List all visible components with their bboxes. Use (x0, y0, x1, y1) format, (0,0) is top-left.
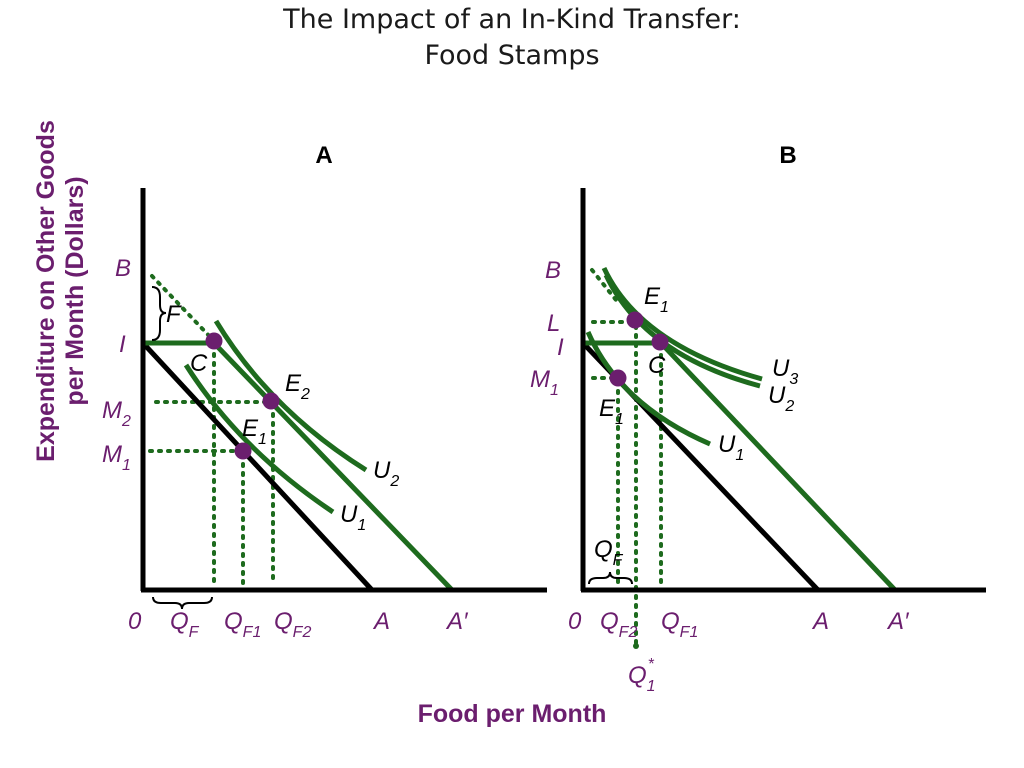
label-a-b: A (811, 608, 829, 635)
label-i-a: I (119, 331, 126, 358)
label-qf-a: QF (170, 608, 200, 641)
label-u3: U3 (772, 355, 798, 388)
x-axis-label: Food per Month (417, 700, 607, 728)
label-origin-a: 0 (128, 608, 142, 635)
indifference-curve-u1 (183, 363, 335, 515)
dotted-budget-extension (150, 274, 216, 343)
label-u1-b: U1 (718, 431, 744, 464)
title-line-2: Food Stamps (424, 40, 600, 71)
label-qstar: Q1* (628, 656, 656, 695)
label-aprime-a: A′ (445, 608, 469, 635)
dotted-budget-extension-b (590, 268, 618, 302)
label-qf2-b: QF2 (600, 608, 637, 641)
label-u1-a: U1 (340, 501, 366, 534)
label-origin-b: 0 (568, 608, 582, 635)
point-e1 (234, 442, 252, 460)
label-e1-a: E1 (242, 415, 267, 448)
budget-line-a (141, 341, 374, 592)
point-e2 (262, 392, 280, 410)
label-e1-top: E1 (644, 283, 669, 316)
point-e1-top (626, 311, 644, 329)
panel-a: A B F I C E2 E1 (102, 142, 547, 641)
point-c-b (651, 333, 669, 351)
label-m1-a: M1 (102, 441, 131, 474)
point-e1-low (609, 369, 627, 387)
label-f: F (166, 301, 182, 328)
label-qf1-b: QF1 (661, 608, 698, 641)
point-c (205, 332, 223, 350)
label-c-b: C (648, 352, 666, 379)
slide-title: The Impact of an In-Kind Transfer: Food … (0, 0, 1024, 74)
label-qf2-a: QF2 (274, 608, 311, 641)
indifference-curve-u1-b (585, 330, 711, 447)
panel-a-heading: A (315, 142, 332, 169)
label-b-b: B (545, 257, 561, 284)
label-m1-b: M1 (530, 366, 559, 399)
label-i-b: I (557, 334, 564, 361)
label-u2-a: U2 (373, 457, 399, 490)
brace-qf-b (588, 571, 633, 585)
title-line-1: The Impact of an In-Kind Transfer: (283, 4, 741, 35)
label-qf-b: QF (594, 536, 624, 569)
label-aprime-b: A′ (886, 608, 910, 635)
indifference-curve-u2 (213, 319, 368, 473)
label-e2: E2 (285, 370, 310, 403)
label-u2-b: U2 (768, 382, 794, 415)
panel-b-heading: B (779, 142, 796, 169)
label-c-a: C (190, 350, 208, 377)
label-qf1-a: QF1 (224, 608, 261, 641)
label-a-a: A (372, 608, 390, 635)
label-m2: M2 (102, 397, 131, 430)
label-b-a: B (115, 255, 131, 282)
brace-qf-a (152, 596, 213, 610)
panel-b: B B L I M1 E1 C (530, 142, 986, 695)
label-l: L (547, 310, 560, 337)
point-qstar-dot (633, 643, 639, 649)
label-e1-low: E1 (599, 395, 624, 428)
brace-f (151, 286, 167, 341)
